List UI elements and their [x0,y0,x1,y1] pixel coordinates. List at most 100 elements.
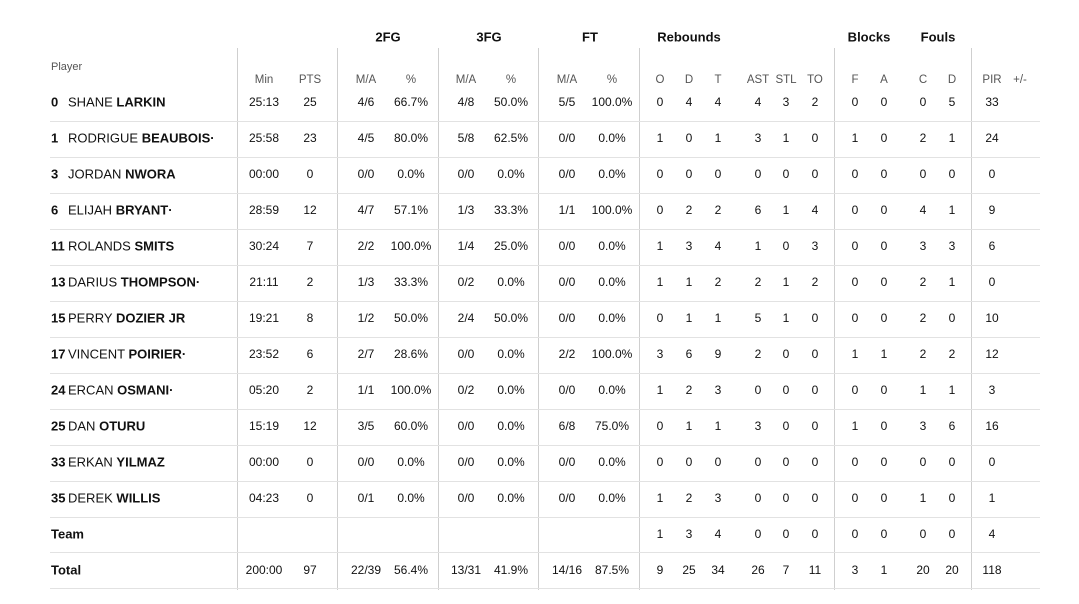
stat-cell: 0/1 [357,491,375,505]
column-header: D [684,74,694,86]
stat-cell: 0 [851,491,859,505]
stat-cell: 1 [919,383,927,397]
stat-cell: 33.3% [393,275,429,289]
stat-cell: 10 [985,311,999,325]
player-number: 33 [51,454,66,470]
player-number: 3 [51,166,59,182]
column-header: % [505,74,517,86]
stat-cell: 0.0% [598,383,626,397]
column-header: A [880,74,888,86]
stat-cell: 0 [811,383,819,397]
stat-cell: 4 [919,203,927,217]
row-divider [50,481,1040,482]
stat-cell: 22/39 [350,563,382,577]
row-divider [50,552,1040,553]
stat-cell: 8 [306,311,314,325]
column-header: M/A [355,74,377,86]
stat-cell: 0 [880,419,888,433]
player-number: 15 [51,310,66,326]
stat-cell: 0 [782,527,790,541]
last-name: THOMPSON· [120,274,201,290]
stat-cell: 20 [945,563,959,577]
stat-cell: 2 [685,491,693,505]
stat-cell: 00:00 [248,455,280,469]
stat-cell: 0 [811,347,819,361]
stat-cell: 1 [948,275,956,289]
stat-cell: 0/2 [457,383,475,397]
stat-cell: 0 [880,239,888,253]
stat-cell: 87.5% [594,563,630,577]
player-name: 0 SHANE LARKIN [51,95,166,110]
stat-cell: 0 [306,455,314,469]
stat-cell: 0.0% [397,491,425,505]
last-name: DOZIER JR [115,310,186,326]
stat-cell: 0.0% [397,167,425,181]
stat-cell: 4/6 [357,95,375,109]
first-name: ROLANDS [68,238,131,254]
stat-cell: 3 [811,239,819,253]
last-name: LARKIN [116,94,166,110]
stat-cell: 1/4 [457,239,475,253]
stat-cell: 0 [754,527,762,541]
stat-cell: 0 [656,311,664,325]
stat-cell: 34 [711,563,725,577]
stat-cell: 04:23 [248,491,280,505]
stat-cell: 0 [948,311,956,325]
group-header: Fouls [920,29,956,45]
stat-cell: 1 [656,275,664,289]
stat-cell: 0 [851,239,859,253]
stat-cell: 16 [985,419,999,433]
stat-cell: 00:00 [248,167,280,181]
player-name: 11 ROLANDS SMITS [51,239,174,254]
stat-cell: 0 [880,167,888,181]
player-number: 0 [51,94,59,110]
stat-cell: 24 [985,131,999,145]
stat-cell: 2 [714,275,722,289]
stat-cell: 2 [948,347,956,361]
stat-cell: 1 [851,131,859,145]
stat-cell: 100.0% [591,347,633,361]
group-header: 2FG [375,29,401,45]
column-header: % [606,74,618,86]
stat-cell: 0/0 [558,275,576,289]
stat-cell: 50.0% [493,311,529,325]
stat-cell: 1 [948,383,956,397]
stat-cell: 0 [988,275,996,289]
column-divider [971,48,972,590]
stat-cell: 1 [948,203,956,217]
stat-cell: 0 [782,167,790,181]
stat-cell: 0 [782,491,790,505]
stat-cell: 0.0% [497,455,525,469]
stat-cell: 12 [303,203,317,217]
column-divider [639,48,640,590]
stat-cell: 56.4% [393,563,429,577]
row-divider [50,157,1040,158]
stat-cell: 97 [303,563,317,577]
stat-cell: 0 [685,131,693,145]
stat-cell: 2 [754,275,762,289]
column-header: O [655,74,665,86]
player-number: 1 [51,130,59,146]
last-name: BRYANT· [115,202,173,218]
column-header: PTS [298,74,322,86]
stat-cell: 0 [811,419,819,433]
stat-cell: 6 [988,239,996,253]
first-name: ERCAN [68,382,114,398]
stat-cell: 1 [782,203,790,217]
stat-cell: 3 [754,131,762,145]
stat-cell: 62.5% [493,131,529,145]
stat-cell: 0/0 [457,419,475,433]
stat-cell: 0.0% [598,239,626,253]
stat-cell: 3 [919,419,927,433]
stat-cell: 2 [919,347,927,361]
stat-cell: 0 [851,95,859,109]
stat-cell: 1 [656,491,664,505]
stat-cell: 19:21 [248,311,280,325]
stat-cell: 0 [880,383,888,397]
column-header: STL [775,74,797,86]
stat-cell: 100.0% [390,239,432,253]
stat-cell: 0 [656,203,664,217]
stat-cell: 3 [782,95,790,109]
stat-cell: 0 [811,311,819,325]
first-name: PERRY [68,310,113,326]
